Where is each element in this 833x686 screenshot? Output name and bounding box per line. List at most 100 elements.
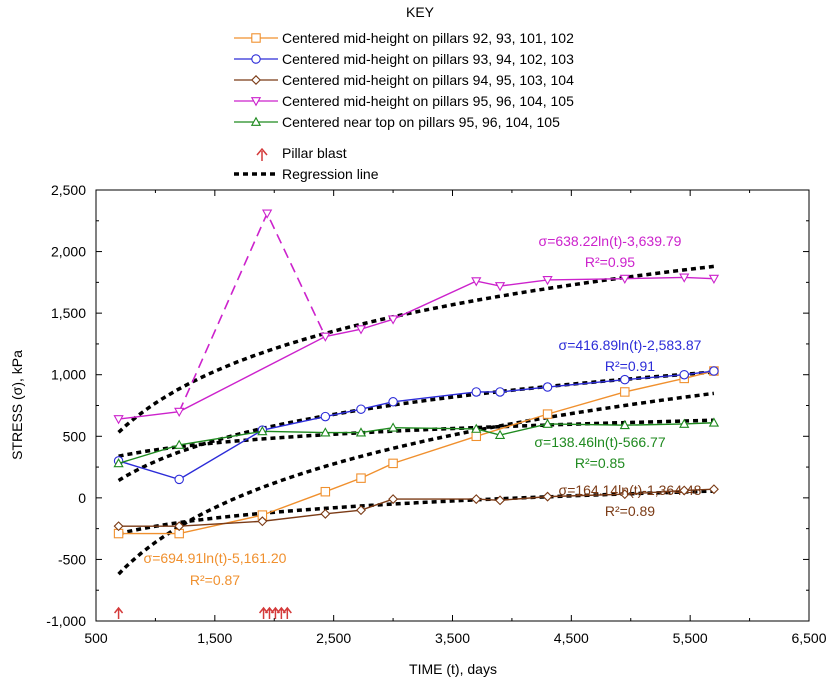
pillar-blast-arrow (270, 606, 281, 619)
series-point-4 (708, 274, 720, 284)
series-point-3 (356, 505, 366, 516)
pillar-blast-arrow (276, 606, 286, 619)
series-point-5 (355, 427, 367, 437)
pillar-blast-arrow (113, 606, 124, 619)
series-point-3 (542, 491, 553, 502)
series-point-5 (679, 418, 690, 428)
legend-marker-series-1 (251, 33, 261, 43)
y-axis-label: STRESS (σ), kPa (9, 350, 25, 460)
y-tick-label: 500 (63, 428, 87, 444)
legend: KEY Centered mid-height on pillars 92, 9… (234, 4, 574, 182)
legend-entry-regression: Regression line (234, 166, 379, 182)
series-point-4 (542, 275, 553, 286)
legend-label-series-1: Centered mid-height on pillars 92, 93, 1… (282, 30, 574, 46)
series-point-4 (113, 415, 124, 425)
regression-r2-3: R²=0.89 (605, 503, 655, 519)
x-axis-label: TIME (t), days (409, 661, 497, 677)
regression-r2-4: R²=0.95 (585, 254, 635, 270)
series-point-3 (679, 485, 690, 496)
legend-label-series-3: Centered mid-height on pillars 94, 95, 1… (282, 72, 574, 88)
regression-r2-5: R²=0.85 (575, 455, 625, 471)
series-point-5 (113, 458, 124, 468)
regression-equation-2: σ=416.89ln(t)-2,583.87 (559, 337, 702, 353)
legend-label-series-4: Centered mid-height on pillars 95, 96, 1… (282, 93, 574, 109)
regression-line-1 (117, 391, 715, 576)
legend-label-series-5: Centered near top on pillars 95, 96, 104… (282, 114, 560, 130)
series-line-2 (118, 370, 715, 481)
pillar-blast-arrow (282, 606, 292, 619)
legend-marker-series-2 (251, 54, 261, 64)
regression-line-5 (118, 418, 714, 458)
pillar-blast-arrow (264, 606, 275, 619)
series-point-5 (494, 429, 506, 439)
series-point-4 (494, 282, 506, 292)
legend-label-series-2: Centered mid-height on pillars 93, 94, 1… (282, 51, 574, 67)
y-tick-label: 2,500 (51, 182, 86, 198)
regression-line-2 (117, 370, 715, 482)
legend-marker-series-5 (250, 116, 262, 126)
y-tick-label: 1,500 (51, 305, 86, 321)
regression-equation-1: σ=694.91ln(t)-5,161.20 (144, 550, 287, 566)
legend-blast-icon (256, 147, 268, 161)
x-tick-label: 500 (84, 630, 108, 646)
series-point-4 (471, 277, 482, 287)
x-tick-label: 6,500 (791, 630, 826, 646)
legend-series-entries: Centered mid-height on pillars 92, 93, 1… (234, 30, 574, 130)
series-point-4 (320, 332, 331, 342)
y-tick-label: 2,000 (51, 244, 86, 260)
regression-labels: σ=694.91ln(t)-5,161.20 R²=0.87 σ=416.89ln(… (144, 233, 702, 588)
series-point-3 (257, 516, 268, 527)
legend-marker-series-3 (251, 75, 261, 85)
series-point-1 (542, 409, 553, 419)
series-point-1 (388, 458, 398, 469)
series-point-5 (471, 423, 482, 433)
legend-regression-label: Regression line (282, 166, 379, 182)
series-point-2 (388, 397, 398, 407)
series-point-4 (174, 407, 185, 417)
series-point-5 (174, 439, 185, 449)
series-line-3 (118, 488, 714, 527)
axis-ticks: 500 1,500 2,500 3,500 4,500 5,500 6,500 -1,000 -… (46, 182, 826, 646)
y-tick-label: -1,000 (46, 613, 86, 629)
series-line-5 (118, 422, 714, 465)
series-point-3 (174, 521, 185, 532)
series-point-5 (619, 419, 630, 430)
series-point-1 (620, 387, 630, 397)
legend-marker-series-4 (250, 97, 262, 107)
series-dashed-excursion-4 (178, 211, 327, 412)
series-point-4 (619, 274, 630, 284)
x-tick-label: 5,500 (673, 630, 708, 646)
series-point-3 (619, 489, 630, 500)
series-point-4 (387, 315, 399, 325)
series-point-3 (388, 494, 399, 505)
series-point-4-peak (261, 209, 273, 219)
series-point-2 (320, 411, 331, 422)
legend-entry-pillar-blast: Pillar blast (256, 145, 347, 161)
x-tick-label: 3,500 (435, 630, 470, 646)
series-point-1 (356, 473, 366, 483)
x-tick-label: 2,500 (316, 630, 351, 646)
x-tick-label: 1,500 (197, 630, 232, 646)
series-point-5 (320, 427, 331, 437)
pillar-blast-arrow (258, 606, 269, 619)
series-point-3 (495, 495, 506, 506)
series-point-2 (679, 369, 689, 380)
series-point-5 (542, 418, 553, 428)
series-point-5 (387, 422, 399, 432)
series-point-2 (709, 366, 719, 376)
series-point-3 (708, 484, 719, 495)
series-point-3 (113, 521, 124, 532)
plot-area (113, 209, 720, 619)
series-point-2 (356, 404, 366, 414)
series-point-2 (495, 387, 505, 397)
series-point-1 (320, 486, 331, 497)
series-point-2 (620, 374, 630, 385)
series-point-1 (471, 431, 482, 442)
legend-blast-label: Pillar blast (282, 145, 347, 161)
series-point-3 (471, 494, 482, 505)
series-point-2 (174, 474, 184, 485)
series-point-3 (320, 508, 331, 519)
legend-title: KEY (406, 4, 435, 20)
series-point-4 (355, 325, 367, 335)
